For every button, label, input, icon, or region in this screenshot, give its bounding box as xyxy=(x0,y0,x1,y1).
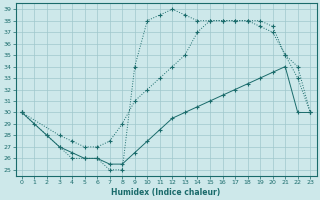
X-axis label: Humidex (Indice chaleur): Humidex (Indice chaleur) xyxy=(111,188,221,197)
